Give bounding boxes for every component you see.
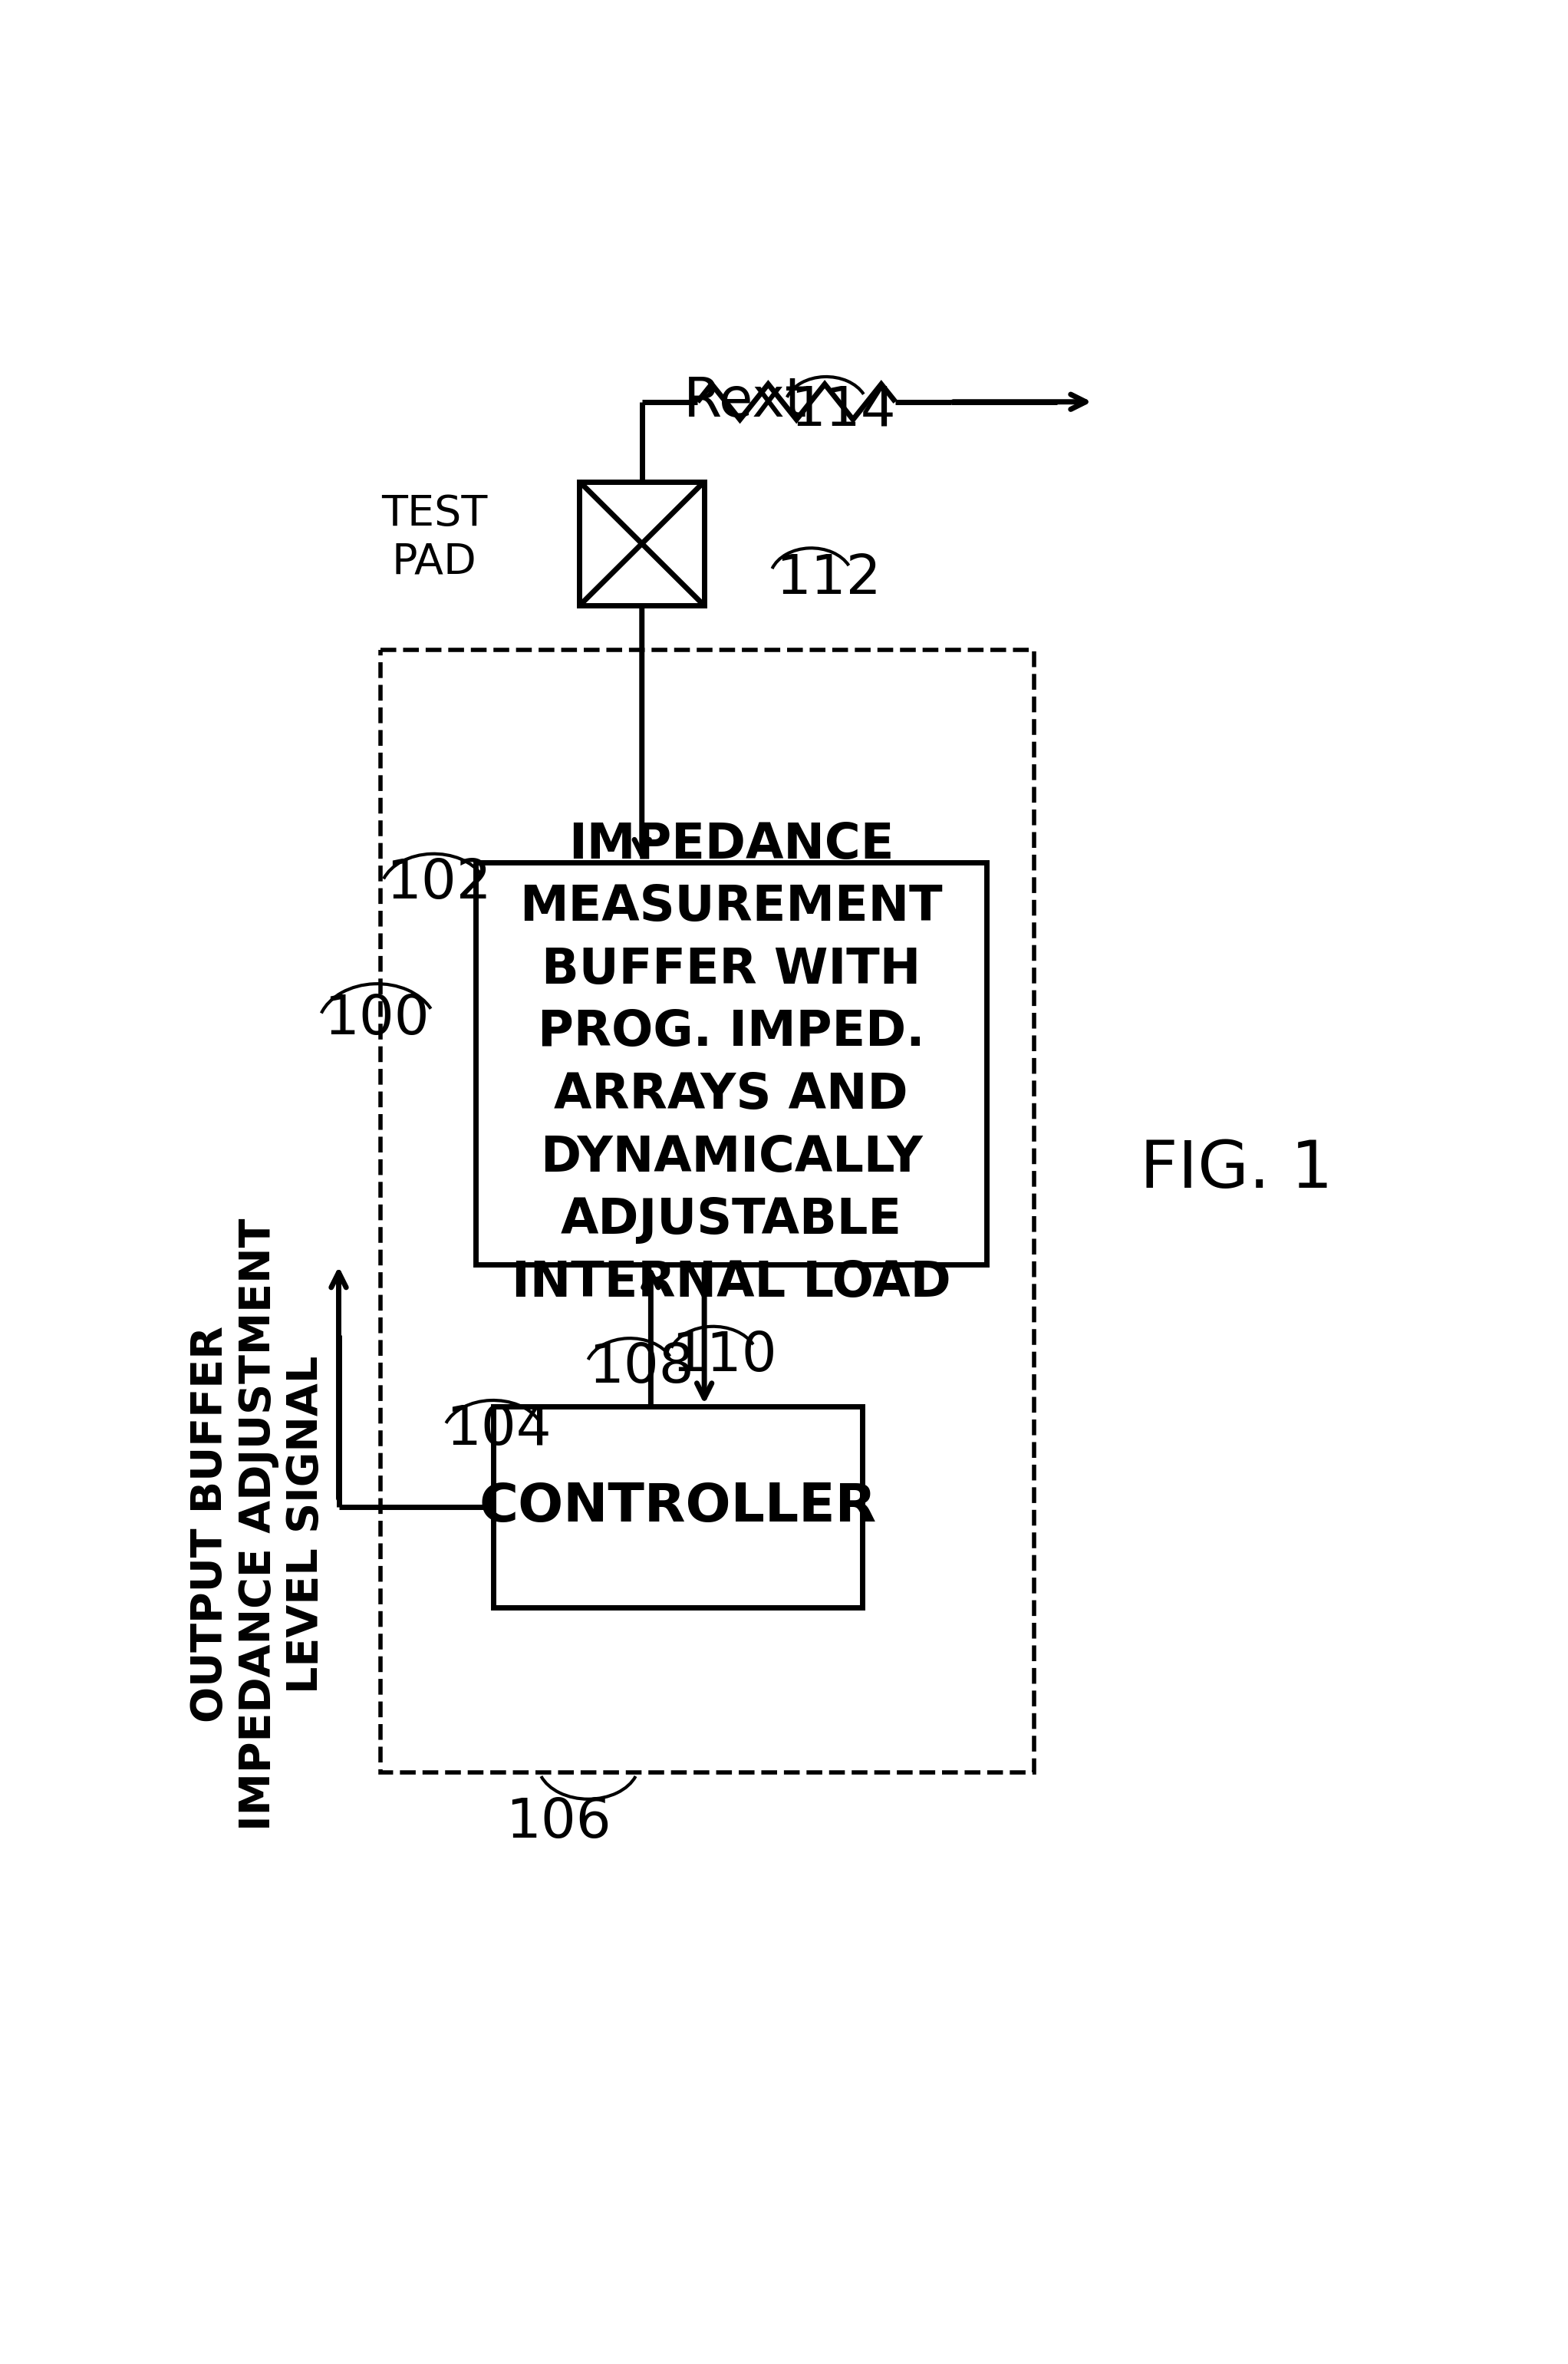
Bar [381, 650, 1035, 1773]
Text: 100: 100 [325, 993, 430, 1045]
Text: IMPEDANCE
MEASUREMENT
BUFFER WITH
PROG. IMPED.
ARRAYS AND
DYNAMICALLY
ADJUSTABLE: IMPEDANCE MEASUREMENT BUFFER WITH PROG. … [511, 820, 950, 1307]
Text: 102: 102 [386, 856, 492, 910]
Text: 104: 104 [445, 1404, 552, 1456]
Text: CONTROLLER: CONTROLLER [478, 1480, 877, 1532]
Text: 114: 114 [790, 383, 895, 437]
Bar [475, 863, 986, 1265]
Text: Rext: Rext [684, 376, 808, 428]
Bar [580, 482, 704, 605]
Text: 110: 110 [671, 1329, 778, 1383]
Bar [494, 1407, 862, 1608]
Text: 106: 106 [506, 1797, 612, 1849]
Text: OUTPUT BUFFER
IMPEDANCE ADJUSTMENT
LEVEL SIGNAL: OUTPUT BUFFER IMPEDANCE ADJUSTMENT LEVEL… [190, 1217, 328, 1830]
Text: TEST
PAD: TEST PAD [381, 494, 488, 582]
Text: 108: 108 [588, 1340, 695, 1395]
Text: FIG. 1: FIG. 1 [1140, 1137, 1333, 1201]
Text: 112: 112 [776, 553, 881, 605]
